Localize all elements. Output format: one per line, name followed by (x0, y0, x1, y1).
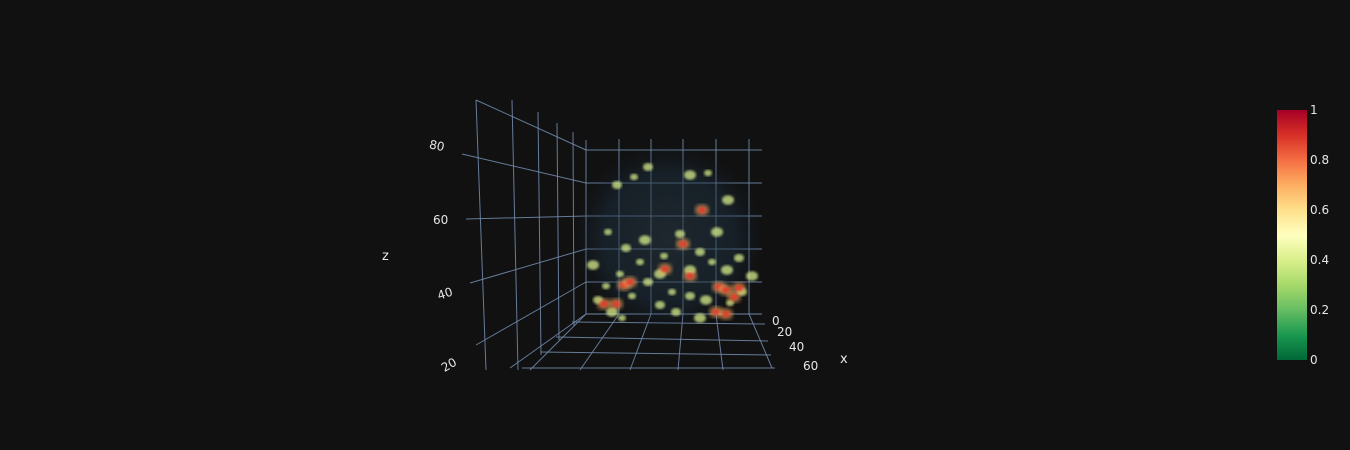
volume-blob (616, 270, 624, 278)
volume-blob (711, 227, 723, 237)
volume-blob (722, 286, 730, 294)
colorbar-tick-label: 0.8 (1310, 153, 1329, 167)
volume-blob (602, 282, 610, 290)
volume-blob (722, 310, 730, 318)
volume-blob (704, 169, 712, 177)
colorbar-tick-label: 0 (1310, 353, 1318, 367)
colorbar-tick-label: 0.6 (1310, 203, 1329, 217)
volume-blob (684, 170, 696, 180)
volume-blob (630, 173, 638, 181)
x-tick-label: 40 (789, 340, 804, 354)
volume-blob (626, 278, 634, 286)
z-tick-label: 20 (439, 355, 459, 375)
z-tick-label: 40 (436, 285, 455, 303)
x-tick-label: 0 (772, 314, 780, 328)
volume-blob (639, 235, 651, 245)
volume-blob (628, 292, 636, 300)
volume-blob (621, 244, 631, 252)
x-axis-title: x (840, 352, 848, 367)
z-tick-label: 60 (433, 213, 448, 227)
volume-blob (606, 307, 618, 317)
volume-blob (612, 181, 622, 189)
volume-blob (661, 265, 669, 273)
volume-blob (746, 271, 758, 281)
volume-blob (643, 278, 653, 286)
x-tick-label: 20 (777, 325, 792, 339)
volume-blobs (587, 163, 758, 323)
volume-blob (660, 252, 668, 260)
volume-blob (618, 314, 626, 322)
left-wall-grid (461, 99, 587, 371)
z-axis: 20 40 60 80 z (382, 137, 459, 374)
volume-blob (612, 300, 620, 308)
volume-blob (734, 254, 744, 262)
volume-blob (730, 293, 738, 301)
volume-blob (698, 206, 706, 214)
colorbar-tick-label: 0.4 (1310, 253, 1329, 267)
volume-blob (587, 260, 599, 270)
volume-blob (722, 195, 734, 205)
z-tick-label: 80 (428, 137, 446, 154)
colorbar-tick-label: 0.2 (1310, 303, 1329, 317)
colorbar-gradient (1277, 110, 1307, 360)
volume-blob (695, 248, 705, 256)
volume-blob (694, 313, 706, 323)
volume-blob (685, 292, 695, 300)
volume-blob (721, 265, 733, 275)
volume-blob (604, 228, 612, 236)
volume-blob (643, 163, 653, 171)
volume-blob (671, 308, 681, 316)
colorbar: 0 0.2 0.4 0.6 0.8 1 (1277, 103, 1329, 367)
volume-blob (700, 295, 712, 305)
volume-blob (735, 284, 743, 292)
volume-blob (679, 240, 687, 248)
x-axis: 0 20 40 60 x (772, 314, 848, 373)
volume-blob (655, 301, 665, 309)
volume-blob (675, 230, 685, 238)
volume-blob (708, 258, 716, 266)
volume-blob (636, 258, 644, 266)
volume-blob (686, 272, 694, 280)
z-axis-title: z (382, 249, 389, 264)
x-tick-label: 60 (803, 359, 818, 373)
volume-blob (600, 300, 608, 308)
volume-blob (668, 288, 676, 296)
volume-blob (712, 308, 720, 316)
colorbar-tick-label: 1 (1310, 103, 1318, 117)
